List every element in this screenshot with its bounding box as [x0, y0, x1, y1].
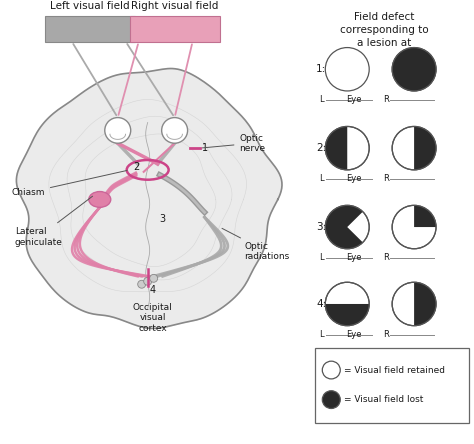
Text: 3: 3: [160, 214, 166, 224]
Ellipse shape: [89, 191, 111, 207]
FancyBboxPatch shape: [315, 349, 469, 423]
Text: Eye: Eye: [346, 253, 362, 262]
Circle shape: [392, 127, 436, 170]
Circle shape: [392, 206, 436, 249]
Circle shape: [392, 48, 436, 91]
Text: 1: 1: [201, 143, 208, 153]
Polygon shape: [17, 68, 282, 329]
Circle shape: [105, 118, 131, 143]
Circle shape: [325, 48, 369, 91]
Text: = Visual field lost: = Visual field lost: [344, 395, 424, 404]
Wedge shape: [414, 206, 436, 227]
Text: 3:: 3:: [316, 222, 326, 232]
Text: Optic
nerve: Optic nerve: [202, 134, 265, 153]
Text: L: L: [319, 253, 323, 262]
FancyBboxPatch shape: [130, 16, 219, 42]
Text: 2:: 2:: [316, 143, 326, 153]
Text: Eye: Eye: [346, 330, 362, 339]
Text: R: R: [383, 330, 389, 339]
Circle shape: [325, 206, 369, 249]
Circle shape: [392, 48, 436, 91]
Text: 4:: 4:: [316, 299, 326, 309]
Wedge shape: [325, 206, 363, 249]
Circle shape: [322, 391, 340, 408]
Text: 1:: 1:: [316, 64, 326, 74]
Text: = Visual field retained: = Visual field retained: [344, 365, 445, 375]
Circle shape: [144, 278, 152, 285]
Text: 4: 4: [150, 285, 156, 295]
Text: Lateral
geniculate: Lateral geniculate: [15, 196, 92, 246]
Circle shape: [150, 274, 158, 282]
Text: Field defect
corresponding to
a lesion at: Field defect corresponding to a lesion a…: [340, 12, 428, 48]
Wedge shape: [325, 304, 369, 325]
Text: L: L: [319, 174, 323, 183]
Circle shape: [325, 282, 369, 325]
Circle shape: [325, 127, 369, 170]
Wedge shape: [414, 127, 436, 170]
Text: R: R: [383, 95, 389, 104]
Text: L: L: [319, 95, 323, 104]
Text: Eye: Eye: [346, 174, 362, 183]
Text: Eye: Eye: [346, 95, 362, 104]
Text: R: R: [383, 253, 389, 262]
Circle shape: [322, 361, 340, 379]
Text: Left visual field: Left visual field: [50, 1, 129, 11]
Text: R: R: [383, 174, 389, 183]
FancyBboxPatch shape: [45, 16, 135, 42]
Text: Right visual field: Right visual field: [131, 1, 219, 11]
Text: Occipital
visual
cortex: Occipital visual cortex: [133, 303, 173, 333]
Wedge shape: [325, 127, 347, 170]
Circle shape: [162, 118, 188, 143]
Text: 2: 2: [134, 162, 140, 172]
Wedge shape: [414, 282, 436, 325]
Text: Chiasm: Chiasm: [11, 170, 127, 197]
Circle shape: [138, 280, 146, 288]
Circle shape: [392, 282, 436, 325]
Text: L: L: [319, 330, 323, 339]
Text: Optic
radiations: Optic radiations: [222, 228, 290, 262]
